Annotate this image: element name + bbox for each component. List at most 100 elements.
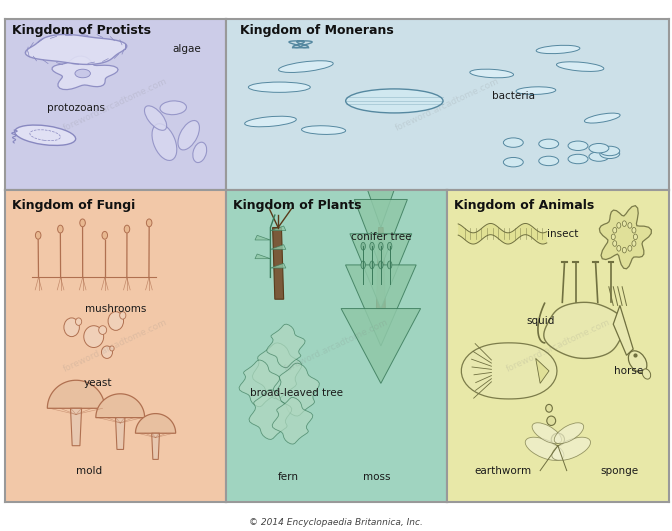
Polygon shape <box>345 265 416 346</box>
Ellipse shape <box>245 116 296 127</box>
Text: conifer tree: conifer tree <box>351 232 411 242</box>
Ellipse shape <box>120 312 126 319</box>
Polygon shape <box>270 263 286 268</box>
Ellipse shape <box>361 261 366 269</box>
Polygon shape <box>272 397 312 444</box>
Text: mold: mold <box>76 466 102 476</box>
Text: Kingdom of Fungi: Kingdom of Fungi <box>12 200 135 212</box>
Text: Kingdom of Protists: Kingdom of Protists <box>12 24 151 37</box>
Ellipse shape <box>101 346 112 358</box>
Polygon shape <box>270 226 286 230</box>
Ellipse shape <box>628 245 632 251</box>
Polygon shape <box>544 302 625 358</box>
Text: foreword.arcadtome.com: foreword.arcadtome.com <box>62 76 169 133</box>
Text: foreword.arcadtome.com: foreword.arcadtome.com <box>62 318 169 374</box>
Ellipse shape <box>36 232 41 239</box>
Text: algae: algae <box>172 45 201 55</box>
Ellipse shape <box>554 423 584 444</box>
Polygon shape <box>270 245 286 250</box>
Ellipse shape <box>388 261 392 269</box>
Ellipse shape <box>642 369 650 379</box>
Polygon shape <box>350 234 412 309</box>
Text: horse: horse <box>614 366 643 376</box>
Ellipse shape <box>152 124 177 160</box>
Ellipse shape <box>503 158 523 167</box>
Ellipse shape <box>526 437 564 460</box>
Ellipse shape <box>613 227 617 233</box>
Ellipse shape <box>178 121 200 150</box>
Ellipse shape <box>536 45 580 54</box>
Ellipse shape <box>378 261 383 269</box>
Ellipse shape <box>632 227 636 233</box>
Ellipse shape <box>532 423 562 444</box>
Ellipse shape <box>361 242 366 250</box>
Text: fern: fern <box>278 472 298 482</box>
Ellipse shape <box>568 155 588 164</box>
Ellipse shape <box>75 318 82 326</box>
Ellipse shape <box>124 225 130 233</box>
Polygon shape <box>376 227 385 309</box>
Ellipse shape <box>160 101 186 115</box>
Text: sponge: sponge <box>601 466 639 476</box>
Ellipse shape <box>58 225 63 233</box>
Polygon shape <box>462 343 557 399</box>
Ellipse shape <box>302 126 345 134</box>
Ellipse shape <box>634 234 638 239</box>
Ellipse shape <box>99 326 107 335</box>
Polygon shape <box>96 394 144 418</box>
Polygon shape <box>273 227 284 299</box>
Ellipse shape <box>552 437 591 460</box>
Ellipse shape <box>613 241 617 246</box>
Polygon shape <box>253 343 302 399</box>
Polygon shape <box>359 165 403 227</box>
Ellipse shape <box>600 146 620 156</box>
Ellipse shape <box>617 245 621 251</box>
Text: earthworm: earthworm <box>474 466 531 476</box>
Polygon shape <box>26 35 127 64</box>
Ellipse shape <box>15 125 76 145</box>
Ellipse shape <box>345 89 443 113</box>
Polygon shape <box>116 418 125 449</box>
Ellipse shape <box>568 141 588 150</box>
Ellipse shape <box>193 142 207 162</box>
Ellipse shape <box>628 351 647 372</box>
Ellipse shape <box>102 232 108 239</box>
Ellipse shape <box>75 69 91 78</box>
Ellipse shape <box>632 241 636 246</box>
Ellipse shape <box>622 221 626 226</box>
Ellipse shape <box>546 405 552 412</box>
Polygon shape <box>52 56 118 90</box>
Text: foreword.arcadtome.com: foreword.arcadtome.com <box>505 318 612 374</box>
Polygon shape <box>341 309 421 383</box>
Ellipse shape <box>585 113 620 123</box>
Ellipse shape <box>370 242 374 250</box>
Ellipse shape <box>249 82 310 92</box>
Ellipse shape <box>539 139 558 149</box>
Polygon shape <box>267 324 305 368</box>
Polygon shape <box>249 390 292 440</box>
Polygon shape <box>255 235 270 240</box>
Text: squid: squid <box>526 316 554 326</box>
Ellipse shape <box>547 416 556 425</box>
Text: protozoans: protozoans <box>47 103 105 113</box>
Ellipse shape <box>370 261 374 269</box>
Polygon shape <box>599 205 651 269</box>
Text: foreword.arcadtome.com: foreword.arcadtome.com <box>394 76 501 133</box>
Text: Kingdom of Monerans: Kingdom of Monerans <box>239 24 393 37</box>
Polygon shape <box>152 433 159 459</box>
Ellipse shape <box>470 69 513 78</box>
Ellipse shape <box>144 106 167 130</box>
Ellipse shape <box>600 149 620 159</box>
Ellipse shape <box>628 222 632 228</box>
Polygon shape <box>239 360 280 407</box>
Polygon shape <box>274 363 319 416</box>
Text: © 2014 Encyclopaedia Britannica, Inc.: © 2014 Encyclopaedia Britannica, Inc. <box>249 518 423 527</box>
Text: insect: insect <box>546 229 578 239</box>
Polygon shape <box>71 408 81 446</box>
Ellipse shape <box>84 326 103 347</box>
Text: foreword.arcadtome.com: foreword.arcadtome.com <box>283 318 390 374</box>
Ellipse shape <box>146 219 152 227</box>
Ellipse shape <box>622 247 626 253</box>
Ellipse shape <box>378 242 383 250</box>
Ellipse shape <box>551 433 564 446</box>
